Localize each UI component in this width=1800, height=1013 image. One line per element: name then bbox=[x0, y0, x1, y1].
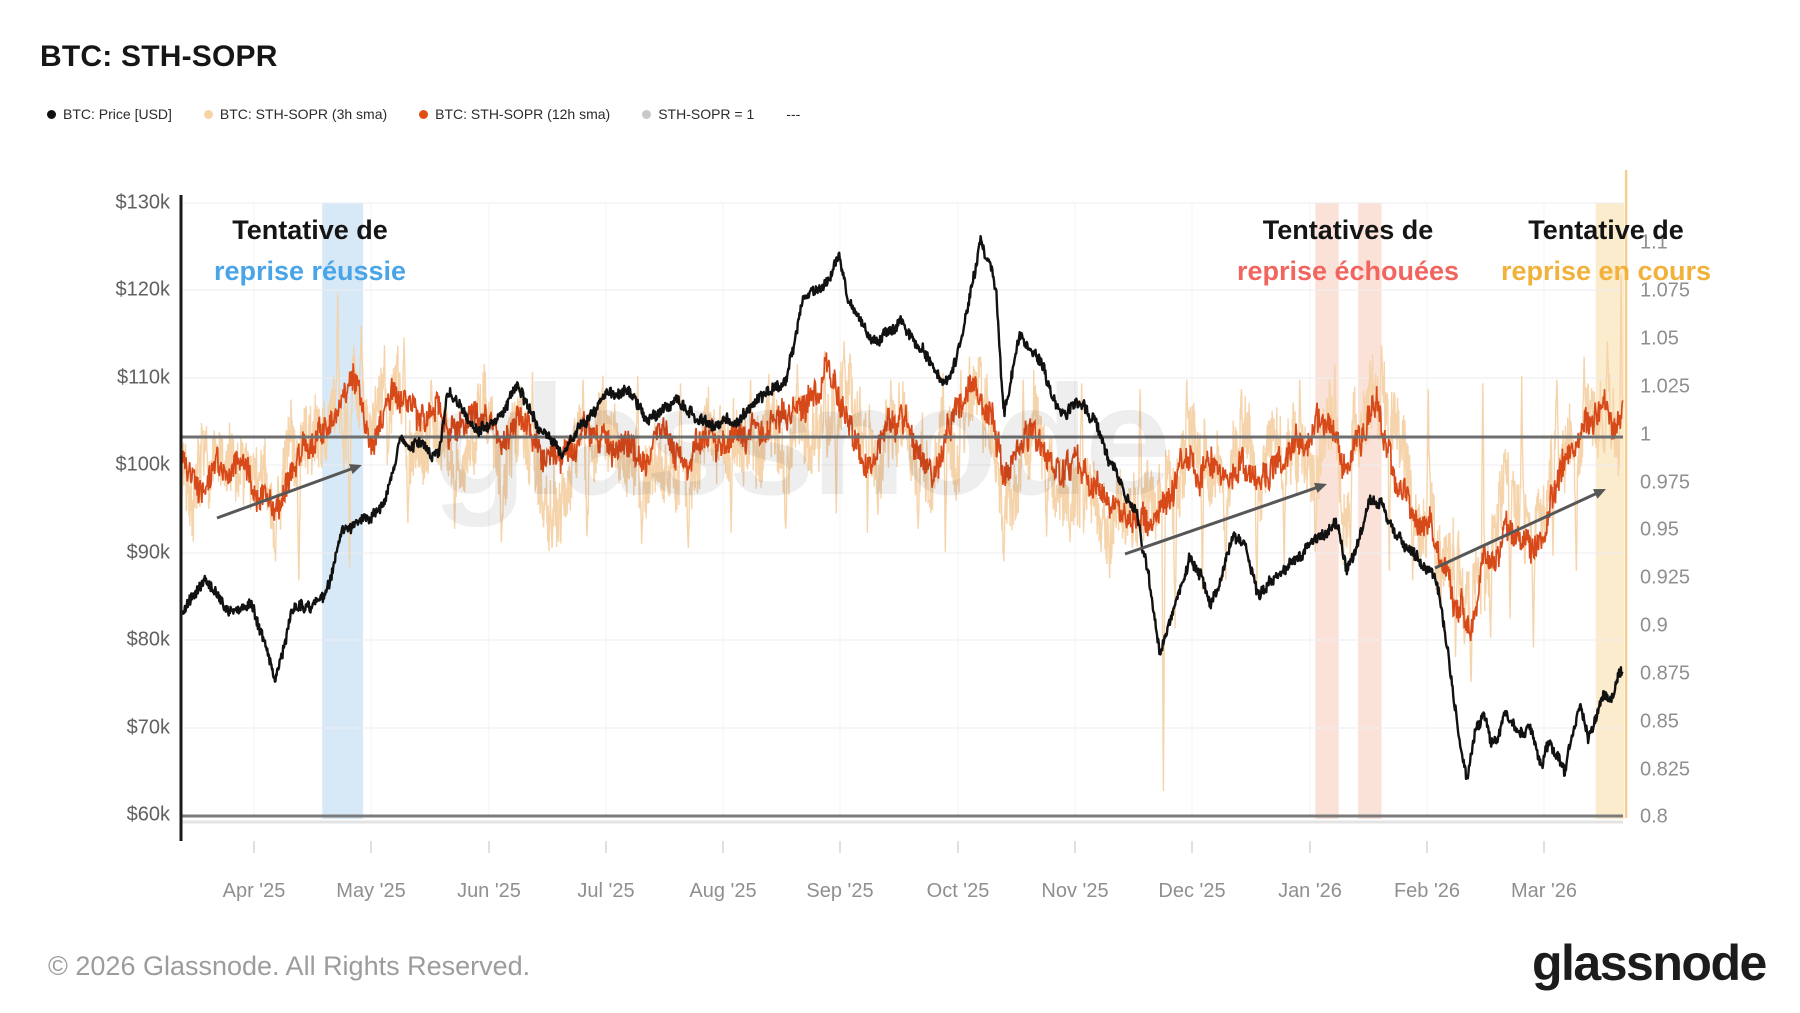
right-axis-tick: 0.95 bbox=[1640, 518, 1679, 541]
x-axis-month-label: May '25 bbox=[336, 880, 406, 902]
left-axis-tick: $70k bbox=[126, 716, 170, 739]
annotation-line-1: Tentatives de bbox=[1262, 215, 1434, 245]
left-axis-tick: $110k bbox=[116, 366, 170, 389]
annotation-block-2: Tentative de reprise en cours bbox=[1501, 210, 1711, 292]
trend-arrow-0 bbox=[216, 466, 356, 520]
legend-item-label: STH-SOPR = 1 bbox=[658, 106, 755, 122]
glassnode-logo: glassnode bbox=[1532, 935, 1767, 991]
legend-dot bbox=[419, 109, 429, 119]
x-axis-month-label: Feb '26 bbox=[1393, 880, 1461, 902]
chart-legend: BTC: Price [USD] BTC: STH-SOPR (3h sma) BT… bbox=[47, 106, 800, 122]
x-axis-month-label: Jul '25 bbox=[577, 880, 635, 902]
right-axis-tick: 0.9 bbox=[1640, 614, 1668, 637]
page-title: BTC: STH-SOPR bbox=[40, 40, 278, 73]
right-axis-tick: 1.05 bbox=[1640, 327, 1679, 350]
right-axis-tick: 0.85 bbox=[1640, 710, 1679, 733]
series-sopr-12h bbox=[181, 352, 1624, 642]
highlight-band-2 bbox=[1358, 203, 1382, 819]
legend-item: STH-SOPR = 1 bbox=[642, 106, 754, 122]
highlight-band-0 bbox=[322, 203, 364, 819]
legend-dot bbox=[47, 109, 56, 119]
glassnode-watermark: glassnode bbox=[432, 354, 1172, 528]
legend-item-label: BTC: Price [USD] bbox=[63, 106, 172, 122]
annotation-line-2: reprise échouées bbox=[1236, 256, 1460, 286]
x-axis-month-label: Jan '26 bbox=[1278, 880, 1342, 902]
legend-dot bbox=[203, 109, 213, 119]
legend-item-label: BTC: STH-SOPR (3h sma) bbox=[219, 106, 388, 122]
right-axis-tick: 0.925 bbox=[1640, 566, 1691, 589]
right-axis-tick: 0.975 bbox=[1640, 471, 1691, 494]
left-axis-tick: $90k bbox=[126, 541, 170, 564]
legend-item-label: --- bbox=[786, 106, 801, 122]
x-axis-month-label: Oct '25 bbox=[926, 880, 990, 902]
trend-arrow-2 bbox=[1434, 490, 1600, 570]
highlight-band-1 bbox=[1315, 203, 1339, 819]
annotation-line-2: reprise en cours bbox=[1500, 256, 1712, 286]
annotation-block-1: Tentatives de reprise échouées bbox=[1237, 210, 1459, 292]
series-btc-price bbox=[180, 235, 1624, 780]
annotation-block-0: Tentative de reprise réussie bbox=[214, 210, 406, 292]
left-axis-tick: $130k bbox=[115, 191, 171, 214]
x-axis-month-label: Dec '25 bbox=[1158, 880, 1226, 902]
x-axis-month-label: Jun '25 bbox=[457, 880, 521, 902]
left-axis-tick: $100k bbox=[115, 453, 171, 476]
right-axis-tick: 1.075 bbox=[1640, 279, 1691, 302]
left-axis-tick: $120k bbox=[115, 278, 171, 301]
annotation-line-1: Tentative de bbox=[232, 215, 388, 245]
right-axis-tick: 1.1 bbox=[1640, 231, 1668, 254]
highlight-band-3 bbox=[1595, 203, 1625, 819]
copyright-text: © 2026 Glassnode. All Rights Reserved. bbox=[48, 951, 531, 981]
legend-item: BTC: Price [USD] bbox=[47, 106, 172, 122]
x-axis-month-label: Nov '25 bbox=[1041, 880, 1109, 902]
legend-item: --- bbox=[786, 106, 800, 122]
x-axis-month-label: Apr '25 bbox=[222, 880, 286, 902]
legend-item: BTC: STH-SOPR (12h sma) bbox=[419, 106, 610, 122]
left-axis-tick: $60k bbox=[126, 803, 170, 826]
right-axis-tick: 1.025 bbox=[1640, 375, 1691, 398]
x-axis-month-label: Aug '25 bbox=[689, 880, 757, 902]
left-axis-tick: $80k bbox=[126, 628, 170, 651]
right-axis-tick: 0.825 bbox=[1640, 758, 1691, 781]
annotation-line-2: reprise réussie bbox=[213, 256, 407, 286]
right-axis-tick: 0.8 bbox=[1640, 805, 1668, 828]
trend-arrow-1 bbox=[1124, 485, 1320, 556]
annotation-line-1: Tentative de bbox=[1528, 215, 1684, 245]
right-axis-tick: 1 bbox=[1640, 423, 1652, 446]
x-axis-month-label: Mar '26 bbox=[1510, 880, 1578, 902]
right-axis-tick: 0.875 bbox=[1640, 662, 1691, 685]
x-axis-month-label: Sep '25 bbox=[806, 880, 874, 902]
legend-dot bbox=[642, 109, 652, 119]
legend-item-label: BTC: STH-SOPR (12h sma) bbox=[435, 106, 611, 122]
legend-item: BTC: STH-SOPR (3h sma) bbox=[203, 106, 388, 122]
